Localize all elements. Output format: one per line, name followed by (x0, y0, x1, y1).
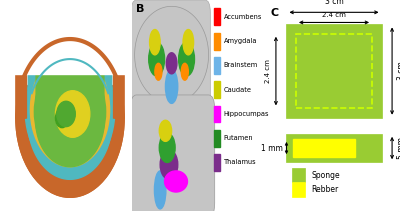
Ellipse shape (166, 53, 177, 74)
Text: 2.4 cm: 2.4 cm (265, 59, 271, 83)
Text: 2.4 cm: 2.4 cm (322, 12, 346, 18)
Bar (286, 134, 382, 162)
FancyBboxPatch shape (16, 65, 26, 118)
Bar (214, 57, 220, 74)
FancyBboxPatch shape (114, 65, 124, 118)
Text: Rebber: Rebber (312, 185, 339, 194)
Bar (214, 81, 220, 98)
Ellipse shape (34, 61, 106, 162)
Polygon shape (16, 91, 124, 197)
Ellipse shape (164, 171, 188, 192)
Bar (293, 139, 354, 157)
Ellipse shape (16, 39, 124, 197)
Ellipse shape (155, 63, 162, 80)
Ellipse shape (154, 171, 166, 209)
Bar (296, 34, 372, 108)
Ellipse shape (183, 30, 194, 55)
Text: Hippocumpas: Hippocumpas (224, 111, 269, 117)
Ellipse shape (159, 120, 172, 141)
Text: B: B (136, 4, 145, 14)
Ellipse shape (56, 109, 69, 128)
Bar (4, 0, 136, 84)
Bar (214, 154, 220, 171)
Ellipse shape (160, 150, 178, 179)
Text: C: C (271, 8, 279, 18)
Ellipse shape (30, 53, 110, 167)
FancyBboxPatch shape (130, 95, 215, 211)
Text: Thalamus: Thalamus (224, 160, 256, 165)
Text: 1 mm: 1 mm (261, 143, 282, 153)
Ellipse shape (181, 63, 188, 80)
Bar (292, 168, 305, 183)
Polygon shape (36, 65, 104, 167)
Text: Accumbens: Accumbens (224, 14, 262, 20)
Bar (214, 8, 220, 25)
Polygon shape (28, 65, 112, 179)
Text: A: A (8, 4, 16, 14)
Ellipse shape (150, 30, 160, 55)
Ellipse shape (179, 42, 194, 76)
Text: 5 mm: 5 mm (397, 137, 400, 159)
Ellipse shape (56, 91, 90, 137)
Ellipse shape (166, 70, 178, 103)
Ellipse shape (134, 7, 209, 102)
Bar (292, 183, 305, 197)
Text: Amygdala: Amygdala (224, 38, 257, 44)
Text: Brainstem: Brainstem (224, 62, 258, 68)
Bar (286, 24, 382, 118)
Text: 3 cm: 3 cm (397, 62, 400, 80)
Bar (214, 130, 220, 147)
FancyBboxPatch shape (131, 0, 210, 110)
Ellipse shape (149, 42, 164, 76)
Bar (4, 0, 136, 74)
Ellipse shape (61, 108, 84, 137)
Bar (214, 106, 220, 122)
Ellipse shape (159, 133, 175, 162)
Text: Sponge: Sponge (312, 171, 340, 180)
Text: Caudate: Caudate (224, 87, 252, 93)
Text: 3 cm: 3 cm (325, 0, 343, 6)
Text: Putamen: Putamen (224, 135, 254, 141)
Ellipse shape (57, 101, 75, 127)
Polygon shape (135, 6, 208, 97)
Ellipse shape (25, 44, 115, 175)
Bar (214, 33, 220, 50)
